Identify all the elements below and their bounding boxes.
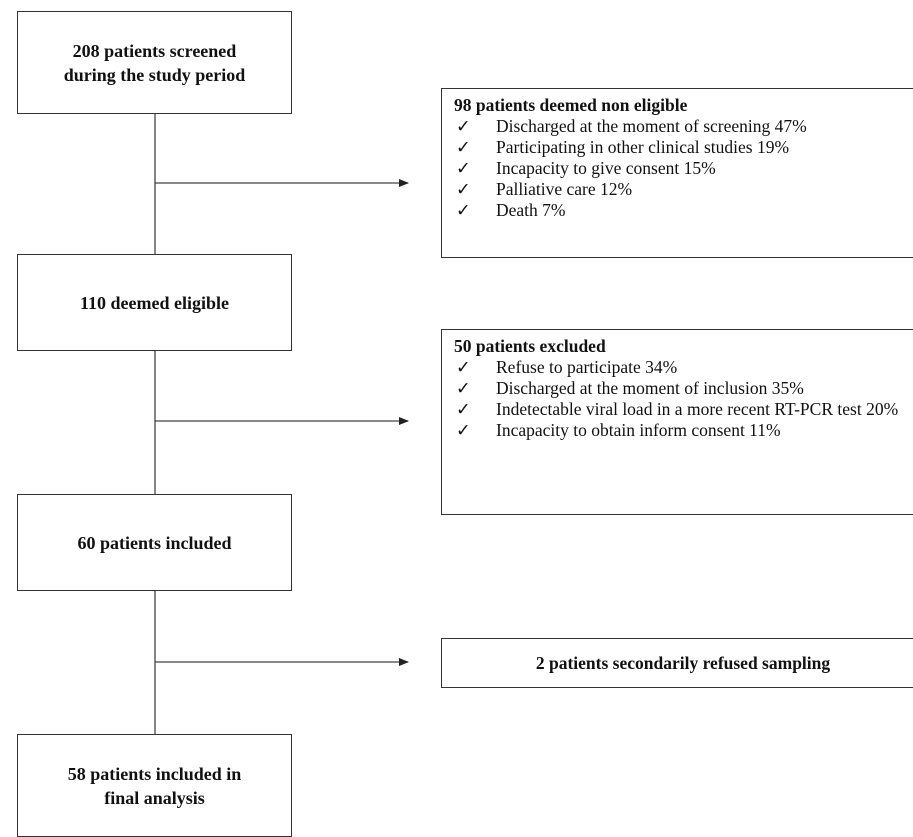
checkmark-icon: ✓ [456, 137, 471, 157]
list-item: ✓ Death 7% [456, 200, 566, 220]
list-item: ✓ Discharged at the moment of inclusion 3… [456, 378, 804, 398]
checkmark-icon: ✓ [456, 357, 471, 377]
screened-box: 208 patients screened during the study p… [17, 11, 292, 114]
final-analysis-label: 58 patients included in final analysis [67, 763, 242, 808]
refused-box: 2 patients secondarily refused sampling [441, 638, 913, 688]
list-item: ✓ Palliative care 12% [456, 179, 633, 199]
list-item: ✓ Refuse to participate 34% [456, 357, 678, 377]
included-label: 60 patients included [77, 532, 232, 553]
excluded-list: ✓ Refuse to participate 34% ✓ Discharged a… [454, 357, 913, 441]
checkmark-icon: ✓ [456, 399, 471, 419]
list-item: ✓ Incapacity to obtain inform consent 11% [456, 420, 781, 440]
list-item: ✓ Participating in other clinical studies… [456, 137, 790, 157]
checkmark-icon: ✓ [456, 378, 471, 398]
non-eligible-box: 98 patients deemed non eligible ✓ Dischar… [441, 88, 913, 258]
final-analysis-box: 58 patients included in final analysis [17, 734, 292, 837]
excluded-box: 50 patients excluded ✓ Refuse to particip… [441, 329, 913, 515]
checkmark-icon: ✓ [456, 200, 471, 220]
eligible-box: 110 deemed eligible [17, 254, 292, 351]
checkmark-icon: ✓ [456, 116, 471, 136]
list-item: ✓ Incapacity to give consent 15% [456, 158, 716, 178]
excluded-title: 50 patients excluded [454, 336, 606, 356]
list-item: ✓ Discharged at the moment of screening 4… [456, 116, 807, 136]
checkmark-icon: ✓ [456, 179, 471, 199]
screened-label: 208 patients screened during the study p… [63, 40, 246, 85]
non-eligible-list: ✓ Discharged at the moment of screening 4… [454, 116, 913, 221]
checkmark-icon: ✓ [456, 158, 471, 178]
list-item: ✓ Indetectable viral load in a more recen… [456, 399, 899, 419]
included-box: 60 patients included [17, 494, 292, 591]
refused-label: 2 patients secondarily refused sampling [535, 652, 831, 673]
checkmark-icon: ✓ [456, 420, 471, 440]
eligible-label: 110 deemed eligible [80, 292, 229, 313]
non-eligible-title: 98 patients deemed non eligible [454, 95, 688, 115]
